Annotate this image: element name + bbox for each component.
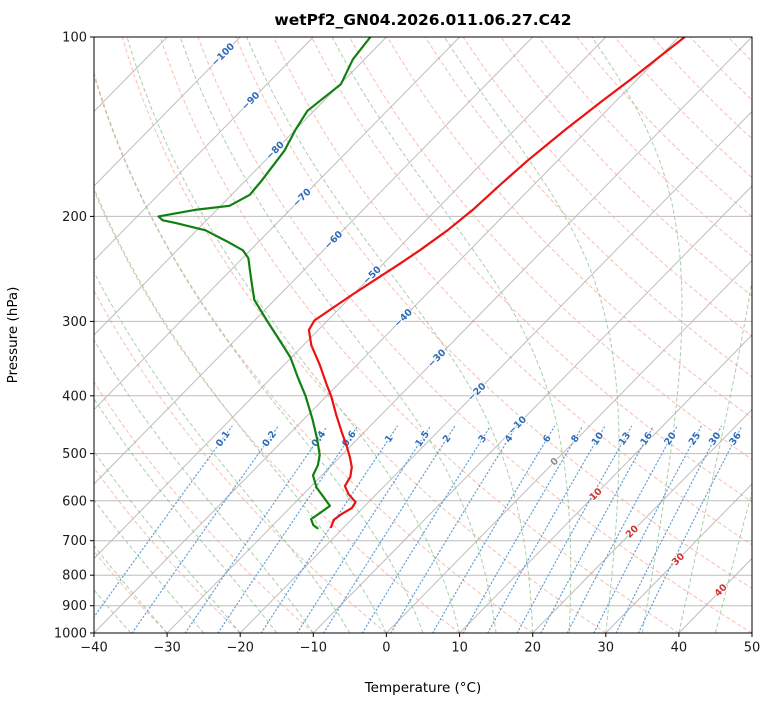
y-tick-label: 100: [62, 31, 87, 46]
y-tick-label: 800: [62, 569, 87, 584]
y-tick-label: 200: [62, 210, 87, 225]
y-tick-label: 700: [62, 534, 87, 549]
x-tick-label: −30: [153, 641, 180, 656]
x-tick-label: −10: [300, 641, 327, 656]
y-axis-label: Pressure (hPa): [5, 287, 21, 384]
x-tick-label: 20: [524, 641, 541, 656]
x-tick-label: 30: [598, 641, 615, 656]
y-tick-label: 300: [62, 315, 87, 330]
y-tick-label: 400: [62, 389, 87, 404]
y-tick-label: 600: [62, 494, 87, 509]
y-tick-label: 1000: [54, 627, 87, 642]
y-tick-label: 500: [62, 447, 87, 462]
x-tick-label: 50: [744, 641, 761, 656]
plot-title: wetPf2_GN04.2026.011.06.27.C42: [274, 11, 571, 29]
x-tick-label: 0: [382, 641, 390, 656]
x-axis-label: Temperature (°C): [364, 680, 482, 696]
y-tick-label: 900: [62, 599, 87, 614]
x-tick-label: −20: [226, 641, 253, 656]
x-tick-label: −40: [80, 641, 107, 656]
x-tick-label: 10: [451, 641, 468, 656]
x-tick-label: 40: [671, 641, 688, 656]
